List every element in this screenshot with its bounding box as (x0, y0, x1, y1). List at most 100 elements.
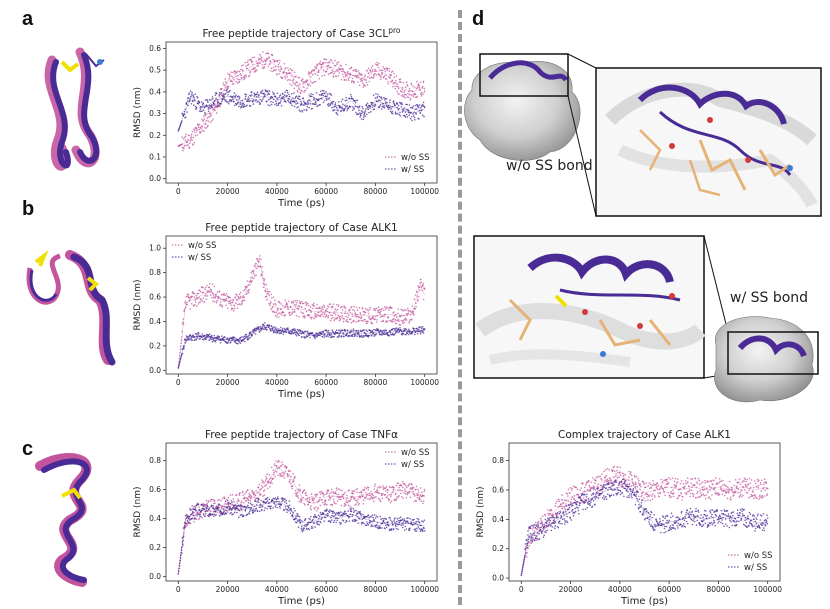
trajectory-point (336, 70, 339, 73)
trajectory-point (262, 323, 265, 326)
trajectory-point (353, 329, 355, 332)
trajectory-point (261, 67, 264, 69)
trajectory-point (222, 513, 224, 515)
trajectory-point (370, 525, 372, 528)
x-tick-label: 60000 (314, 585, 338, 594)
trajectory-point (321, 332, 323, 335)
trajectory-point (669, 496, 671, 499)
trajectory-point (343, 335, 345, 338)
trajectory-point (340, 78, 343, 81)
trajectory-point (257, 65, 260, 67)
trajectory-point (205, 298, 208, 301)
trajectory-point (370, 520, 372, 523)
trajectory-point (272, 101, 274, 104)
trajectory-point (306, 500, 309, 503)
trajectory-point (218, 91, 221, 94)
trajectory-point (295, 85, 298, 87)
trajectory-point (369, 105, 372, 108)
trajectory-point (360, 317, 363, 320)
trajectory-point (420, 524, 423, 527)
trajectory-point (217, 99, 219, 101)
trajectory-point (351, 313, 353, 315)
trajectory-point (394, 87, 397, 90)
trajectory-point (319, 103, 321, 106)
trajectory-point (405, 309, 407, 311)
trajectory-point (344, 312, 346, 314)
x-tick-label: 40000 (265, 378, 289, 387)
trajectory-point (358, 316, 360, 319)
trajectory-point (296, 512, 298, 515)
trajectory-point (367, 335, 370, 338)
trajectory-point (339, 315, 341, 318)
x-tick-label: 20000 (216, 187, 240, 196)
trajectory-point (409, 99, 412, 101)
trajectory-point (209, 294, 212, 296)
trajectory-point (269, 301, 272, 303)
trajectory-point (394, 517, 396, 519)
trajectory-point (422, 93, 424, 96)
trajectory-point (330, 491, 333, 494)
trajectory-point (221, 304, 223, 307)
trajectory-point (288, 480, 291, 483)
trajectory-point (311, 332, 314, 334)
trajectory-point (702, 481, 704, 483)
trajectory-point (322, 312, 324, 314)
trajectory-point (329, 492, 331, 495)
trajectory-point (351, 80, 353, 82)
trajectory-point (282, 499, 284, 502)
trajectory-point (388, 319, 391, 322)
y-tick-label: 0.6 (149, 44, 161, 53)
trajectory-point (388, 107, 391, 109)
trajectory-point (268, 473, 271, 476)
trajectory-point (697, 477, 700, 480)
trajectory-point (343, 505, 346, 507)
trajectory-point (294, 84, 297, 86)
trajectory-point (261, 505, 264, 508)
trajectory-point (372, 497, 375, 499)
trajectory-point (628, 476, 630, 479)
trajectory-point (346, 497, 348, 499)
trajectory-point (665, 478, 667, 481)
trajectory-point (206, 117, 208, 119)
trajectory-point (408, 104, 411, 106)
trajectory-point (209, 112, 212, 115)
trajectory-point (355, 488, 357, 491)
trajectory-point (710, 486, 713, 489)
trajectory-point (420, 281, 423, 284)
trajectory-point (407, 85, 409, 87)
trajectory-point (288, 470, 290, 473)
trajectory-point (338, 72, 341, 74)
trajectory-point (378, 106, 381, 109)
trajectory-point (275, 331, 278, 334)
trajectory-point (192, 143, 194, 145)
trajectory-point (254, 333, 257, 335)
trajectory-point (225, 86, 227, 89)
trajectory-point (313, 522, 316, 524)
trajectory-point (272, 327, 274, 329)
trajectory-point (696, 482, 699, 485)
trajectory-point (224, 84, 226, 86)
trajectory-point (748, 487, 751, 490)
trajectory-point (628, 470, 630, 473)
trajectory-point (363, 329, 365, 331)
trajectory-point (577, 494, 579, 496)
trajectory-point (370, 71, 372, 73)
trajectory-point (318, 491, 321, 494)
trajectory-point (726, 488, 728, 491)
trajectory-point (319, 60, 322, 63)
trajectory-point (423, 527, 425, 530)
trajectory-point (325, 58, 328, 61)
trajectory-point (238, 293, 241, 296)
trajectory-point (258, 57, 260, 60)
trajectory-point (276, 59, 279, 62)
trajectory-point (223, 339, 225, 342)
trajectory-point (332, 510, 334, 512)
trajectory-point (322, 330, 325, 333)
trajectory-point (354, 334, 357, 336)
trajectory-point (408, 94, 411, 96)
trajectory-point (358, 84, 361, 87)
trajectory-point (664, 494, 666, 497)
trajectory-point (358, 106, 360, 109)
trajectory-point (327, 98, 329, 100)
trajectory-point (336, 316, 339, 319)
